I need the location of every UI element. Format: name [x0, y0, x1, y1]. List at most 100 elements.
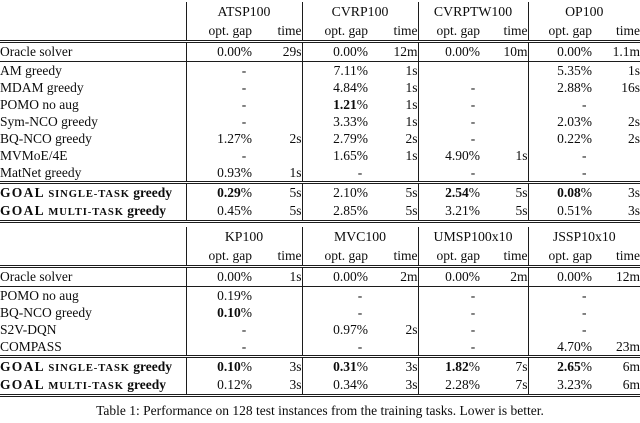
column-header: KP100	[185, 227, 302, 246]
table-row: GOAL SINGLE-TASK greedy 0.29% 5s 2.10% 5s 2.5…	[0, 181, 640, 202]
dash-cell: -	[417, 79, 528, 96]
best-value: 0.08	[557, 185, 581, 200]
time-value: 5s	[368, 181, 418, 202]
table-caption: Table 1: Performance on 128 test instanc…	[96, 403, 544, 418]
row-label: MatNet greedy	[0, 164, 82, 180]
time-value: 2s	[289, 130, 302, 146]
time-value: 2s	[405, 130, 418, 146]
dash-cell: -	[417, 96, 528, 113]
goal-label-prefix: GOAL	[0, 203, 45, 218]
opt-gap-value: 0.31%	[301, 355, 368, 376]
goal-label-smallcaps: MULTI-TASK	[48, 207, 124, 218]
opt-gap-header: opt. gap	[417, 246, 481, 268]
opt-gap-value: 0.00%	[185, 41, 252, 62]
opt-gap-value: 3.21%	[417, 202, 480, 223]
goal-label-suffix: greedy	[133, 185, 172, 200]
table-row: S2V-DQN -0.97% 2s - -	[0, 321, 640, 338]
dash-cell: -	[417, 113, 528, 130]
goal-label-prefix: GOAL	[0, 377, 45, 392]
dash-cell: -	[185, 338, 302, 357]
opt-gap-header: opt. gap	[417, 21, 480, 43]
table-row: POMO no aug 0.19% - - -	[0, 286, 640, 305]
table-row: GOAL MULTI-TASK greedy 0.12% 3s 0.34% 3s 2.28…	[0, 376, 640, 397]
opt-gap-value: 0.00%	[301, 266, 368, 287]
opt-gap-value: 0.34%	[301, 376, 368, 397]
opt-gap-value: 0.51%	[527, 202, 592, 223]
column-header: MVC100	[301, 227, 419, 246]
time-value: 2s	[627, 113, 640, 129]
best-value: 1.82	[445, 359, 469, 374]
opt-gap-value: 0.93%	[185, 164, 252, 183]
time-value: 2m	[480, 266, 529, 287]
dash-cell: -	[301, 338, 419, 357]
opt-gap-value: 0.10%	[185, 355, 252, 376]
column-header: UMSP100x10	[417, 227, 529, 246]
time-value: 1s	[405, 79, 418, 95]
opt-gap-value: 5.35%	[527, 61, 592, 79]
time-value: 12m	[368, 41, 418, 62]
opt-gap-value: 0.12%	[185, 376, 252, 397]
time-value: 5s	[252, 181, 302, 202]
subheader-row: opt. gap time opt. gap time opt. gap time opt.…	[0, 21, 640, 43]
row-label: POMO no aug	[0, 287, 79, 303]
opt-gap-value: 0.00%	[185, 266, 252, 287]
time-header: time	[368, 21, 418, 43]
opt-gap-value: 0.29%	[185, 181, 252, 202]
opt-gap-value: 0.22%	[527, 130, 592, 147]
time-value: 3s	[592, 202, 640, 223]
row-label: Oracle solver	[0, 266, 186, 287]
time-value: 3s	[252, 376, 302, 397]
empty-cell	[417, 61, 528, 79]
dash-cell: -	[417, 304, 529, 321]
corner-cell	[0, 21, 186, 43]
row-label: GOAL MULTI-TASK greedy	[0, 202, 186, 223]
opt-gap-header: opt. gap	[301, 21, 368, 43]
corner-cell	[0, 2, 186, 21]
column-header: OP100	[527, 2, 640, 21]
opt-gap-value: 4.70%	[527, 338, 593, 357]
goal-label-smallcaps: SINGLE-TASK	[48, 363, 130, 374]
row-label: Oracle solver	[0, 41, 186, 62]
opt-gap-value: 0.08%	[527, 181, 592, 202]
dash-cell: -	[301, 304, 419, 321]
dash-cell: -	[527, 286, 640, 304]
table-row: MVMoE/4E -1.65% 1s 4.90% 1s -	[0, 147, 640, 164]
row-label: MDAM greedy	[0, 79, 84, 95]
time-value: 16s	[621, 79, 640, 95]
goal-label-prefix: GOAL	[0, 359, 45, 374]
time-value: 1s	[405, 96, 418, 112]
opt-gap-value: 2.85%	[301, 202, 368, 223]
row-label: POMO no aug	[0, 96, 79, 112]
time-value: 3s	[252, 355, 302, 376]
dash-cell: -	[417, 286, 529, 304]
dash-cell: -	[527, 304, 640, 321]
best-value: 0.10	[217, 359, 241, 374]
table-row: BQ-NCO greedy 1.27% 2s 2.79% 2s -0.22% 2s	[0, 130, 640, 147]
table-row: Oracle solver 0.00% 1s 0.00% 2m 0.00% 2m 0.00% 1…	[0, 266, 640, 287]
time-value: 23m	[616, 338, 640, 354]
time-value	[252, 287, 302, 305]
opt-gap-value: 0.97%	[301, 321, 368, 338]
opt-gap-value: 3.33%	[301, 113, 368, 130]
dash-cell: -	[417, 130, 528, 147]
time-value: 2m	[368, 266, 419, 287]
best-value: 0.29	[217, 185, 241, 200]
opt-gap-value: 1.21%	[301, 96, 368, 113]
column-header: ATSP100	[185, 2, 302, 21]
row-label: Sym-NCO greedy	[0, 113, 98, 129]
column-header: CVRP100	[301, 2, 418, 21]
time-value: 1s	[405, 62, 418, 78]
best-value: 0.31	[333, 359, 357, 374]
time-value: 12m	[592, 266, 640, 287]
time-value: 3s	[368, 355, 419, 376]
table-row: GOAL SINGLE-TASK greedy 0.10% 3s 0.31% 3s 1.8…	[0, 355, 640, 376]
goal-label-suffix: greedy	[127, 203, 166, 218]
opt-gap-header: opt. gap	[527, 21, 592, 43]
time-value: 1s	[515, 147, 528, 163]
opt-gap-header: opt. gap	[185, 246, 252, 268]
time-value: 3s	[592, 181, 640, 202]
goal-label-suffix: greedy	[133, 359, 172, 374]
opt-gap-value: 0.00%	[417, 266, 481, 287]
time-value: 1s	[627, 62, 640, 78]
